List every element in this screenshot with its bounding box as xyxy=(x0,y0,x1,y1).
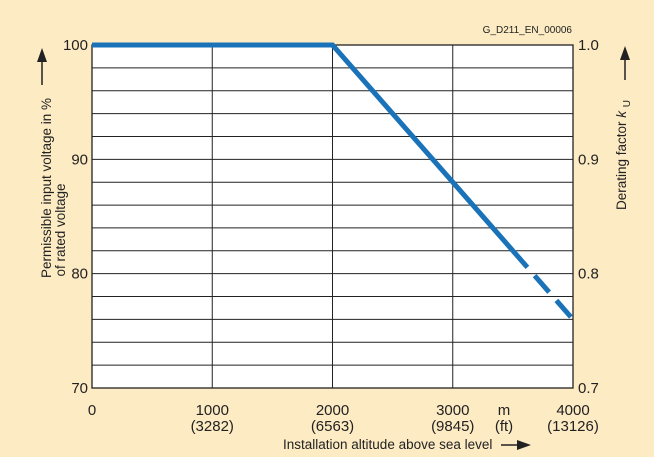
y-axis-left-label-line-2: of rated voltage xyxy=(53,183,68,276)
x-axis-arrow-head xyxy=(517,440,531,450)
x-tick-sublabel: (3282) xyxy=(191,418,234,435)
y-tick-left-label: 90 xyxy=(71,151,88,168)
x-tick-sublabel: (13126) xyxy=(547,418,599,435)
x-tick-label: 2000 xyxy=(316,402,349,419)
y-tick-right-label: 1.0 xyxy=(578,37,599,54)
y-axis-right-label: Derating factor k U xyxy=(614,100,633,210)
y-axis-right-label-symbol: k xyxy=(614,110,629,118)
y-tick-left-label: 100 xyxy=(63,37,88,54)
y-tick-right-label: 0.7 xyxy=(578,380,599,397)
y-tick-left-label: 70 xyxy=(71,380,88,397)
y-axis-right-arrow-head xyxy=(620,46,630,60)
y-axis-left-label-line-1: Permissible input voltage in % xyxy=(39,98,54,278)
y-tick-right-label: 0.9 xyxy=(578,151,599,168)
x-unit-primary: m xyxy=(498,402,511,419)
x-tick-label: 1000 xyxy=(196,402,229,419)
x-tick-label: 4000 xyxy=(556,402,589,419)
x-tick-sublabel: (6563) xyxy=(311,418,354,435)
grid-layer xyxy=(92,45,573,388)
y-tick-right-label: 0.8 xyxy=(578,266,599,283)
ticks-layer: 0 1000(3282) 2000(6563) 3000(9845) 4000(1312… xyxy=(63,37,599,435)
x-tick-label: 3000 xyxy=(436,402,469,419)
x-unit-secondary: (ft) xyxy=(495,418,513,435)
y-axis-left-arrow-head xyxy=(37,48,47,62)
series-line-dashed xyxy=(511,249,575,322)
y-axis-right-label-text: Derating factor xyxy=(614,121,629,210)
x-axis-label: Installation altitude above sea level xyxy=(283,437,492,452)
y-tick-left-label: 80 xyxy=(71,266,88,283)
y-axis-right-label-subscript: U xyxy=(622,100,633,107)
arrows-layer xyxy=(37,46,630,450)
x-tick-sublabel: (9845) xyxy=(431,418,474,435)
x-tick-label: 0 xyxy=(88,402,96,419)
figure-id: G_D211_EN_00006 xyxy=(483,25,573,36)
series-layer xyxy=(92,42,575,322)
series-line-solid xyxy=(92,42,515,253)
